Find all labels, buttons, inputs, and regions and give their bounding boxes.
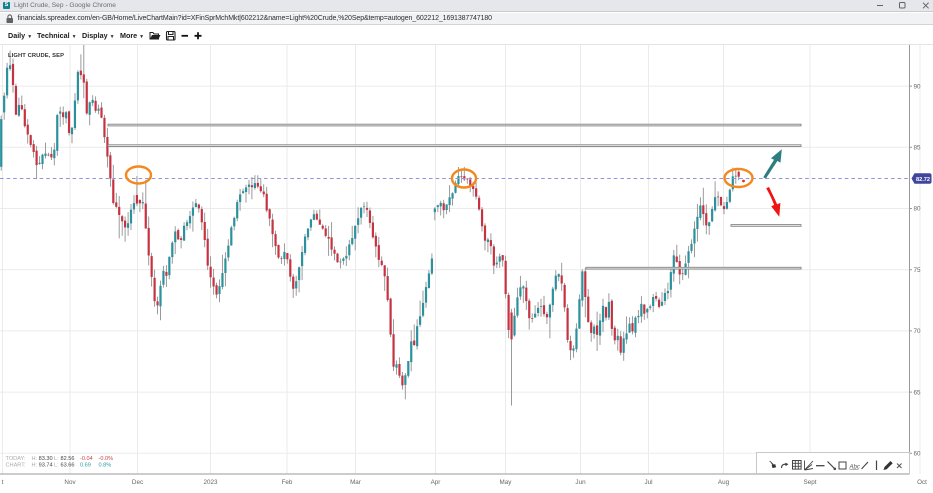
svg-text:Mar: Mar bbox=[350, 479, 361, 486]
svg-text:t: t bbox=[2, 479, 4, 486]
svg-text:LIGHT CRUDE, SEP: LIGHT CRUDE, SEP bbox=[8, 53, 64, 59]
svg-text:0.69: 0.69 bbox=[80, 462, 91, 468]
svg-text:Sept: Sept bbox=[804, 479, 817, 486]
svg-text:83.30: 83.30 bbox=[39, 456, 53, 462]
svg-text:Apr: Apr bbox=[431, 479, 441, 486]
svg-text:L:: L: bbox=[54, 462, 59, 468]
svg-text:Dec: Dec bbox=[132, 479, 143, 486]
svg-text:Aug: Aug bbox=[718, 479, 730, 486]
svg-text:Jul: Jul bbox=[644, 479, 652, 486]
svg-text:Nov: Nov bbox=[64, 479, 76, 486]
svg-text:H:: H: bbox=[32, 456, 38, 462]
svg-text:H:: H: bbox=[32, 462, 38, 468]
svg-text:70: 70 bbox=[914, 328, 922, 335]
svg-text:63.66: 63.66 bbox=[61, 462, 75, 468]
svg-text:Oct: Oct bbox=[917, 479, 927, 486]
svg-text:CHART:: CHART: bbox=[6, 462, 27, 468]
svg-text:-0.0%: -0.0% bbox=[99, 456, 114, 462]
svg-text:60: 60 bbox=[914, 451, 922, 458]
svg-text:75: 75 bbox=[914, 267, 922, 274]
svg-text:May: May bbox=[500, 479, 513, 486]
svg-text:Jun: Jun bbox=[575, 479, 586, 486]
svg-text:65: 65 bbox=[914, 389, 922, 396]
svg-text:82.56: 82.56 bbox=[61, 456, 75, 462]
svg-text:80: 80 bbox=[914, 206, 922, 213]
svg-text:85: 85 bbox=[914, 145, 922, 152]
svg-text:2023: 2023 bbox=[203, 479, 218, 486]
svg-text:0.8%: 0.8% bbox=[99, 462, 112, 468]
svg-text:Abc: Abc bbox=[849, 464, 860, 470]
svg-text:82.72: 82.72 bbox=[916, 177, 930, 183]
svg-text:TODAY:: TODAY: bbox=[6, 456, 26, 462]
svg-text:90: 90 bbox=[914, 83, 922, 90]
svg-text:Feb: Feb bbox=[282, 479, 293, 486]
svg-text:-0.04: -0.04 bbox=[80, 456, 93, 462]
svg-text:93.74: 93.74 bbox=[39, 462, 53, 468]
svg-text:L:: L: bbox=[54, 456, 59, 462]
